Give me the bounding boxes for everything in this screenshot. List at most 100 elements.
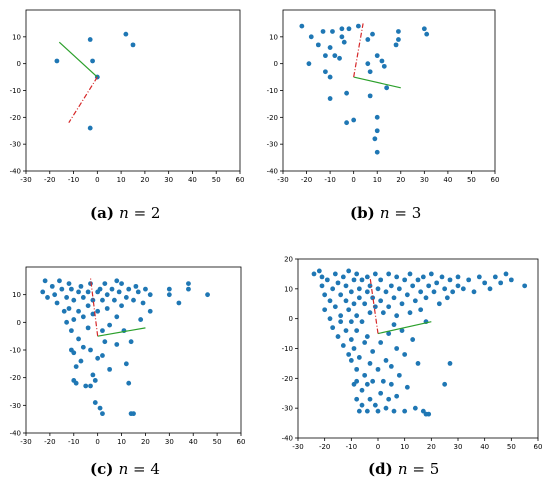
scatter-point xyxy=(64,295,70,300)
scatter-point xyxy=(343,283,349,289)
scatter-point xyxy=(73,364,79,369)
scatter-point xyxy=(375,408,381,414)
scatter-point xyxy=(102,281,108,286)
x-tick-label: 60 xyxy=(491,176,500,184)
scatter-point xyxy=(92,378,98,383)
x-tick-label: 0 xyxy=(351,176,355,184)
x-tick-label: 60 xyxy=(236,176,245,184)
scatter-point xyxy=(319,274,325,280)
scatter-point xyxy=(332,304,338,310)
x-tick-label: 0 xyxy=(95,438,99,446)
scatter-point xyxy=(386,396,392,402)
scatter-point xyxy=(354,378,360,384)
scatter-point xyxy=(418,289,424,295)
x-tick-label: -10 xyxy=(324,176,335,184)
scatter-point xyxy=(100,297,105,303)
scatter-point xyxy=(126,286,132,292)
scatter-point xyxy=(90,58,95,64)
scatter-point xyxy=(95,308,101,314)
scatter-point xyxy=(420,274,426,280)
scatter-point xyxy=(383,405,389,411)
scatter-points xyxy=(299,23,430,155)
scatter-point xyxy=(85,325,91,331)
scatter-point xyxy=(66,281,72,286)
scatter-point xyxy=(49,283,55,289)
x-tick-label: 10 xyxy=(373,176,382,184)
x-tick-label: 20 xyxy=(141,438,150,446)
scatter-point xyxy=(71,317,77,322)
scatter-point xyxy=(396,29,401,34)
plot-area xyxy=(25,266,242,434)
caption-equals: = xyxy=(390,204,412,222)
scatter-point xyxy=(399,301,405,307)
scatter-points xyxy=(54,31,136,131)
scatter-point xyxy=(396,372,402,378)
scatter-point xyxy=(343,298,349,304)
scatter-point xyxy=(344,120,349,126)
x-tick-label: 60 xyxy=(237,438,246,446)
scatter-point xyxy=(344,90,349,96)
scatter-point xyxy=(348,337,354,342)
scatter-point xyxy=(367,310,373,316)
scatter-point xyxy=(418,307,424,313)
panel-caption: (c) n = 4 xyxy=(90,460,160,478)
scatter-point xyxy=(97,405,103,411)
scatter-point xyxy=(338,319,344,325)
x-tick-label: -20 xyxy=(44,438,55,446)
scatter-point xyxy=(131,411,136,417)
scatter-point xyxy=(370,378,376,384)
scatter-point xyxy=(364,274,370,280)
scatter-point xyxy=(383,289,389,295)
scatter-point xyxy=(339,34,345,40)
scatter-point xyxy=(415,361,421,366)
scatter-point xyxy=(343,328,349,333)
y-tick-label: -40 xyxy=(267,168,278,176)
scatter-point xyxy=(372,136,378,142)
scatter-point xyxy=(147,292,153,298)
scatter-point xyxy=(354,328,360,333)
scatter-point xyxy=(90,311,96,317)
scatter-point xyxy=(346,307,352,313)
scatter-point xyxy=(498,280,504,286)
x-tick-label: 10 xyxy=(117,176,126,184)
caption-equals: = xyxy=(408,460,430,478)
y-tick-label: 10 xyxy=(284,285,293,293)
scatter-point xyxy=(40,289,46,295)
scatter-point xyxy=(88,347,93,353)
scatter-point xyxy=(128,339,134,345)
scatter-point xyxy=(97,286,103,292)
scatter-point xyxy=(311,271,317,277)
scatter-point xyxy=(322,307,328,313)
scatter-point xyxy=(362,340,368,345)
scatter-point xyxy=(394,313,400,319)
x-tick-label: 60 xyxy=(534,443,543,451)
scatter-point xyxy=(354,396,360,402)
scatter-point xyxy=(116,289,122,295)
x-tick-label: 50 xyxy=(213,438,222,446)
scatter-point xyxy=(351,117,357,123)
x-tick-label: -30 xyxy=(277,176,288,184)
scatter-point xyxy=(64,319,70,325)
scatter-point xyxy=(431,289,437,295)
panel-c: -30 -20 -10 0 10 20 30 40 50 60-40-30-20-10010(c)… xyxy=(10,266,246,478)
x-tick-label: 20 xyxy=(396,176,405,184)
scatter-point xyxy=(394,274,400,280)
scatter-point xyxy=(330,29,335,34)
scatter-point xyxy=(346,268,352,274)
scatter-point xyxy=(186,281,191,286)
scatter-point xyxy=(508,277,514,283)
scatter-point xyxy=(402,277,408,283)
scatter-point xyxy=(359,387,365,393)
scatter-point xyxy=(356,295,362,301)
y-tick-label: 0 xyxy=(289,315,293,323)
y-tick-label: -20 xyxy=(267,114,278,122)
panel-d: -30 -20 -10 0 10 20 30 40 50 60-40-30-20-1001020(… xyxy=(282,256,543,479)
scatter-point xyxy=(423,295,429,301)
y-tick-label: -10 xyxy=(282,345,293,353)
plot-area xyxy=(297,258,539,439)
scatter-point xyxy=(351,277,357,283)
scatter-point xyxy=(367,93,373,99)
scatter-point xyxy=(338,313,344,319)
caption-value: 2 xyxy=(151,204,161,222)
y-tick-label: -40 xyxy=(282,435,293,443)
